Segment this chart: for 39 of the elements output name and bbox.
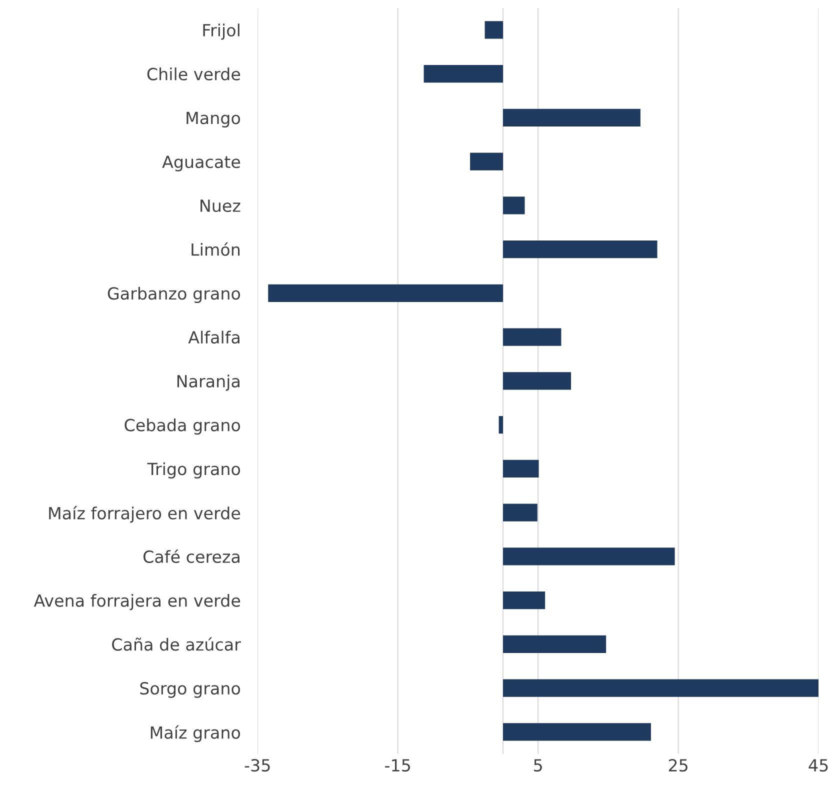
y-tick-label: Trigo grano — [147, 462, 240, 478]
bar — [503, 328, 562, 346]
y-tick-label: Garbanzo grano — [108, 286, 240, 303]
bar — [503, 460, 539, 478]
x-tick-label: 45 — [808, 759, 828, 772]
y-tick-label: Sorgo grano — [140, 682, 240, 698]
y-tick-label: Aguacate — [162, 156, 240, 172]
y-tick-label: Cebada grano — [124, 418, 240, 435]
bar — [503, 504, 538, 522]
bar — [503, 592, 546, 610]
bar — [470, 152, 504, 170]
y-tick-label: Frijol — [203, 24, 240, 40]
y-tick-label: Alfalfa — [188, 330, 240, 344]
y-tick-label: Café cereza — [143, 549, 240, 564]
x-tick-label: -35 — [244, 759, 270, 772]
bar — [268, 284, 504, 302]
bar — [503, 548, 675, 566]
bar — [498, 416, 504, 434]
bar — [503, 196, 525, 214]
y-tick-label: Avena forrajera en verde — [34, 594, 240, 610]
y-tick-label: Caña de azúcar — [112, 637, 241, 651]
y-tick-label: Maíz forrajero en verde — [49, 506, 240, 523]
y-tick-label: Limón — [192, 242, 240, 256]
bar — [503, 679, 819, 697]
y-tick-label: Naranja — [177, 374, 240, 391]
y-tick-label: Maíz grano — [150, 725, 240, 742]
x-tick-label: 5 — [534, 759, 542, 772]
y-tick-label: Chile verde — [147, 68, 240, 80]
x-tick-label: 25 — [668, 759, 688, 772]
bar — [503, 240, 658, 258]
x-tick-label: -15 — [385, 759, 410, 772]
bar — [503, 372, 572, 390]
bar — [503, 635, 606, 653]
y-tick-label: Nuez — [200, 200, 240, 212]
bar — [424, 65, 504, 83]
y-tick-label: Mango — [186, 112, 240, 128]
bar — [503, 723, 651, 741]
bar — [503, 108, 640, 126]
bar — [484, 21, 504, 39]
